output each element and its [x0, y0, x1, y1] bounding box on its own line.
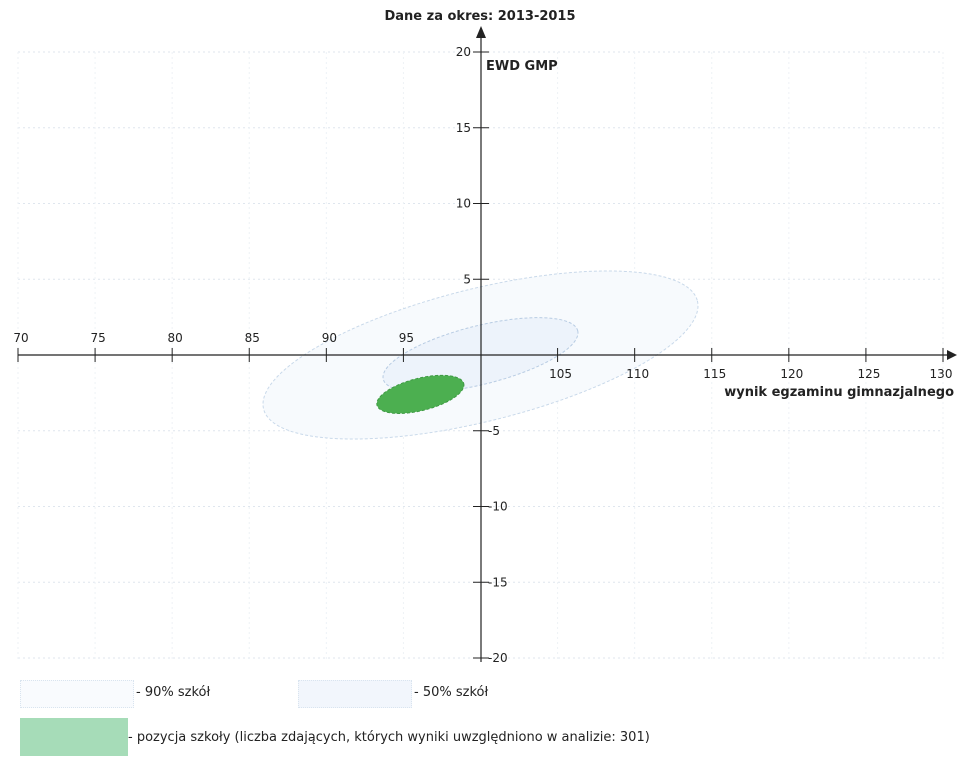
- x-tick-label: 115: [703, 367, 726, 381]
- x-tick-label: 90: [322, 331, 337, 345]
- legend-swatch-90: [20, 680, 134, 708]
- y-tick-label: -5: [488, 424, 500, 438]
- x-tick-label: 125: [857, 367, 880, 381]
- y-axis-label: EWD GMP: [486, 59, 558, 74]
- y-tick-label: -15: [488, 575, 508, 589]
- x-tick-label: 95: [399, 331, 414, 345]
- y-tick-label: -10: [488, 500, 508, 514]
- legend-swatch-school: [20, 718, 128, 756]
- x-tick-label: 130: [930, 367, 953, 381]
- y-axis-arrow: [476, 26, 486, 38]
- x-tick-label: 75: [90, 331, 105, 345]
- x-tick-label: 110: [626, 367, 649, 381]
- x-tick-label: 80: [168, 331, 183, 345]
- x-tick-label: 70: [13, 331, 28, 345]
- y-tick-label: 20: [456, 45, 471, 59]
- y-tick-label: -20: [488, 651, 508, 665]
- y-tick-label: 15: [456, 121, 471, 135]
- axes: [18, 26, 957, 662]
- x-axis-arrow: [947, 350, 957, 360]
- x-axis-label: wynik egzaminu gimnazjalnego: [724, 385, 954, 400]
- y-tick-label: 5: [463, 272, 471, 286]
- y-tick-label: 10: [456, 197, 471, 211]
- x-tick-label: 85: [245, 331, 260, 345]
- chart-title: Dane za okres: 2013-2015: [384, 9, 575, 24]
- ellipse-pozycja-szko-y: [376, 374, 465, 414]
- x-tick-label: 120: [780, 367, 803, 381]
- legend-label-90: - 90% szkół: [136, 685, 211, 700]
- legend-label-school: - pozycja szkoły (liczba zdających, któr…: [128, 730, 650, 745]
- legend-label-50: - 50% szkół: [414, 685, 489, 700]
- legend-swatch-50: [298, 680, 412, 708]
- x-tick-label: 105: [549, 367, 572, 381]
